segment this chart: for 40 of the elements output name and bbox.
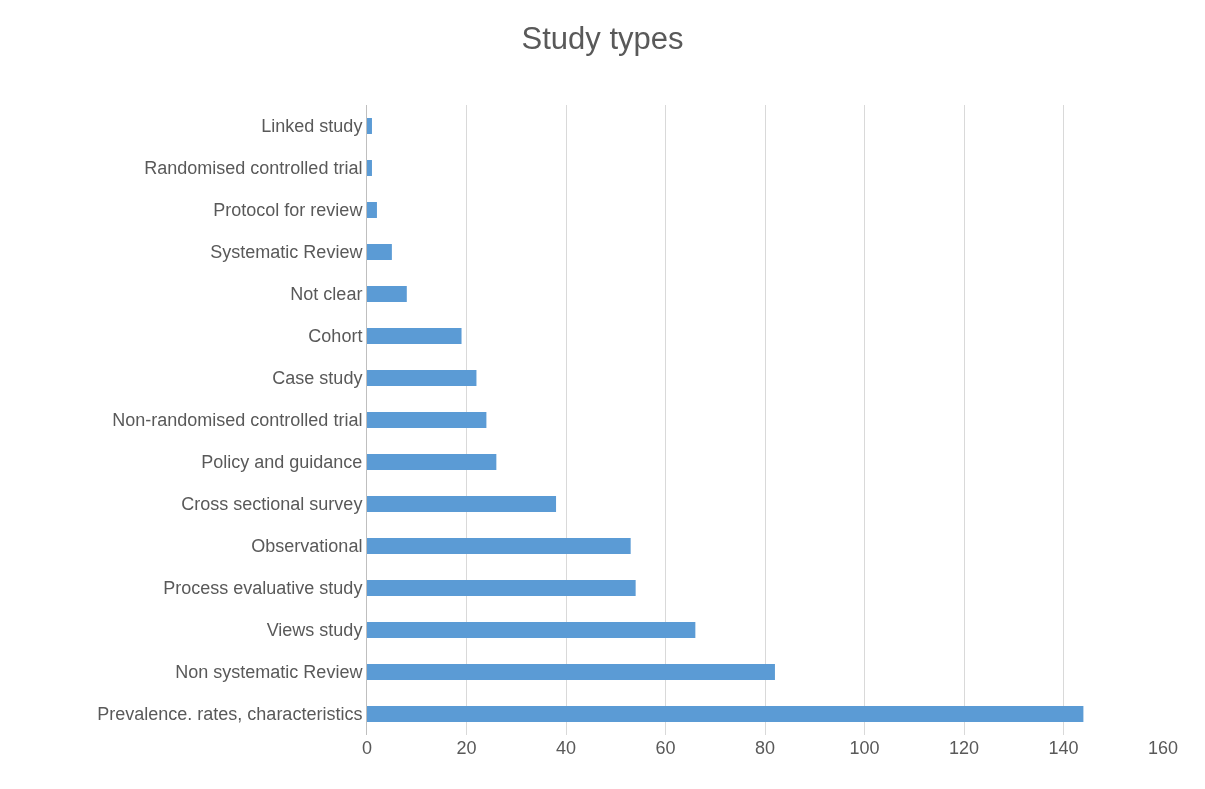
bar [367, 244, 392, 260]
y-tick-label: Views study [266, 620, 363, 641]
y-tick-label: Process evaluative study [163, 578, 363, 599]
y-tick-label: Observational [251, 536, 363, 557]
y-tick-label: Non systematic Review [175, 662, 364, 683]
x-tick-label: 60 [655, 738, 676, 758]
bar [367, 706, 1084, 722]
bar [367, 664, 775, 680]
x-tick-label: 140 [1048, 738, 1079, 758]
y-tick-label: Protocol for review [213, 200, 364, 221]
y-tick-label: Prevalence. rates, characteristics [97, 704, 363, 725]
y-tick-label: Cross sectional survey [181, 494, 363, 515]
bar [367, 202, 377, 218]
x-tick-label: 20 [456, 738, 477, 758]
y-tick-label: Not clear [290, 284, 363, 305]
y-tick-label: Case study [272, 368, 363, 389]
y-tick-label: Systematic Review [210, 242, 364, 263]
bar [367, 622, 696, 638]
y-tick-label: Non-randomised controlled trial [112, 410, 363, 431]
bar [367, 496, 557, 512]
bar [367, 328, 462, 344]
bar [367, 370, 477, 386]
x-tick-label: 40 [555, 738, 577, 758]
x-tick-label: 80 [754, 738, 776, 758]
x-tick-label: 100 [849, 738, 880, 758]
bar [367, 454, 497, 470]
y-tick-label: Randomised controlled trial [144, 158, 363, 179]
bar [367, 580, 636, 596]
y-tick-label: Policy and guidance [201, 452, 363, 473]
x-tick-label: 160 [1147, 738, 1179, 758]
bar [367, 118, 372, 134]
x-tick-label: 120 [948, 738, 980, 758]
bar [367, 412, 487, 428]
bar [367, 286, 407, 302]
chart-title: Study types [521, 21, 684, 57]
bar [367, 538, 631, 554]
y-tick-label: Cohort [308, 326, 363, 347]
bar [367, 160, 372, 176]
x-tick-label: 0 [361, 738, 373, 758]
y-tick-label: Linked study [261, 116, 363, 137]
